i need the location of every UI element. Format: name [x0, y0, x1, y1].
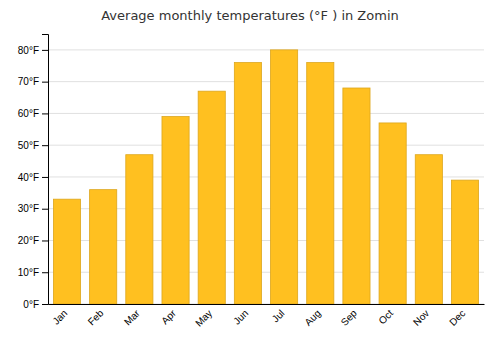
tick-label: Feb: [86, 307, 106, 327]
bar: [126, 155, 153, 304]
grid: [48, 50, 484, 304]
bar: [198, 91, 225, 304]
tick: Apr: [159, 307, 178, 326]
tick: 40°F: [18, 172, 48, 183]
tick-mark: [42, 209, 48, 210]
tick-label: 60°F: [18, 108, 39, 119]
tick-mark: [42, 177, 48, 178]
tick-mark: [42, 304, 48, 305]
y-axis: 0°F 10°F 20°F 30°F 40°F 50°F 60°F 70°F 80°F: [18, 35, 49, 310]
tick: Feb: [86, 307, 106, 327]
tick: Aug: [302, 308, 322, 328]
bar: [234, 63, 261, 304]
tick: 50°F: [18, 140, 48, 151]
bar: [379, 123, 406, 304]
bar: [415, 155, 442, 304]
tick-mark: [42, 240, 48, 241]
tick: 0°F: [23, 299, 48, 310]
tick-label: 70°F: [18, 76, 39, 87]
tick: Oct: [376, 307, 395, 326]
axis-line: [49, 304, 485, 305]
tick-label: May: [193, 308, 214, 329]
tick-label: Jan: [50, 308, 69, 327]
tick: 80°F: [18, 45, 48, 56]
tick-mark: [42, 82, 48, 83]
tick-label: 10°F: [18, 267, 39, 278]
plot: 0°F 10°F 20°F 30°F 40°F 50°F 60°F 70°F 80°F Jan Fe…: [18, 35, 485, 329]
tick-label: Nov: [411, 308, 431, 328]
bar: [53, 199, 80, 304]
tick-label: Aug: [302, 308, 322, 328]
grid-line: [48, 49, 484, 50]
tick-label: Apr: [159, 307, 178, 326]
tick: Jun: [231, 308, 250, 327]
bar: [451, 180, 478, 304]
tick-label: Sep: [339, 307, 360, 328]
tick-label: 50°F: [18, 140, 39, 151]
tick: Nov: [411, 308, 431, 328]
tick: 70°F: [18, 76, 48, 87]
bar: [162, 117, 189, 304]
tick-label: 40°F: [18, 172, 39, 183]
tick-mark: [42, 145, 48, 146]
tick: 60°F: [18, 108, 48, 119]
axis-line: [42, 35, 49, 305]
grid-line: [48, 81, 484, 82]
x-axis: Jan Feb Mar Apr May Jun Jul Aug Sep Oct Nov Dec: [49, 305, 485, 329]
tick: May: [193, 308, 214, 329]
tick: Mar: [122, 307, 142, 327]
tick-label: Dec: [447, 308, 467, 328]
tick-label: Jun: [231, 308, 250, 327]
tick-mark: [42, 50, 48, 51]
bar: [343, 88, 370, 304]
tick: Dec: [447, 308, 467, 328]
grid-line: [48, 145, 484, 146]
bar: [307, 63, 334, 304]
tick: Jan: [50, 308, 69, 327]
tick: 10°F: [18, 267, 48, 278]
tick-label: 80°F: [18, 45, 39, 56]
bars: [53, 50, 478, 304]
tick: Jul: [270, 308, 287, 325]
grid-line: [48, 113, 484, 114]
tick: 30°F: [18, 203, 48, 214]
tick-mark: [42, 272, 48, 273]
tick-label: Jul: [270, 308, 287, 325]
bar: [90, 190, 117, 304]
bar: [271, 50, 298, 304]
chart: 0°F 10°F 20°F 30°F 40°F 50°F 60°F 70°F 80°F Jan Fe…: [0, 0, 500, 350]
tick-label: 0°F: [23, 299, 39, 310]
tick-label: 30°F: [18, 203, 39, 214]
tick-mark: [42, 113, 48, 114]
tick-label: Mar: [122, 307, 142, 327]
title: Average monthly temperatures (°F ) in Zo…: [101, 8, 399, 23]
tick-label: 20°F: [18, 235, 39, 246]
tick: 20°F: [18, 235, 48, 246]
tick-label: Oct: [376, 307, 395, 326]
tick: Sep: [339, 307, 360, 328]
